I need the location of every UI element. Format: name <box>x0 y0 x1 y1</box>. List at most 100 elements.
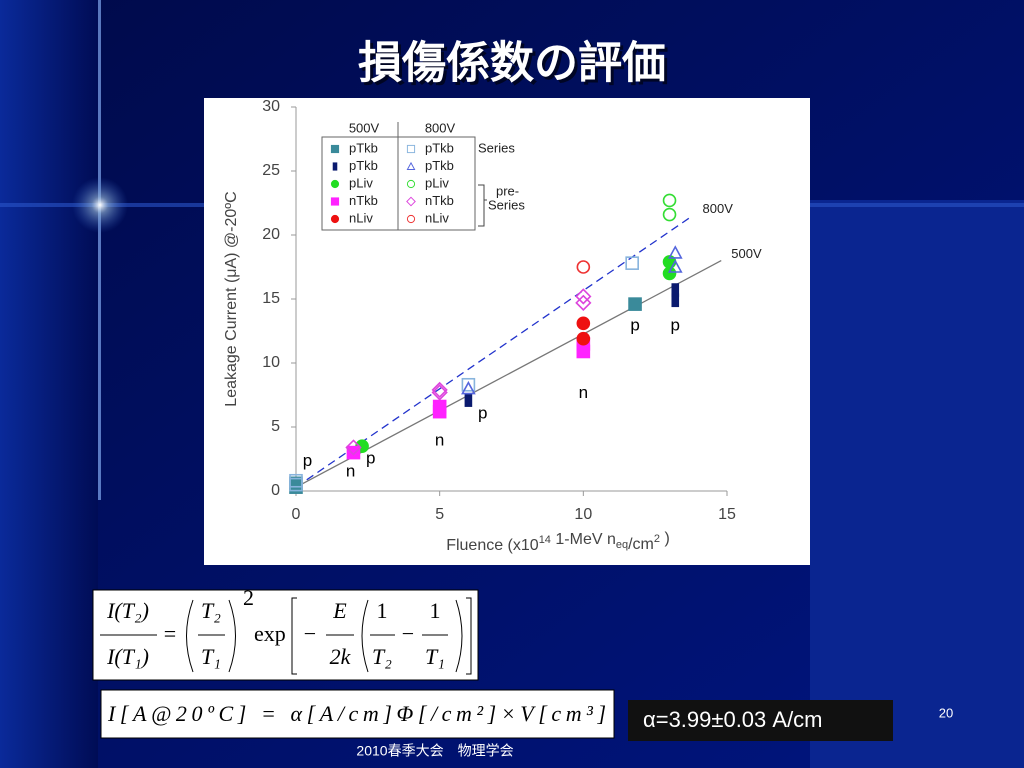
annotation: p <box>303 451 312 470</box>
marker <box>432 399 447 414</box>
formula-1: I(T₂) I(T₁) = T₂ T₁ 2 exp − E 2k 1 T₂ − … <box>92 585 479 681</box>
page-number: 20 <box>939 705 953 720</box>
annotation: p <box>478 404 487 423</box>
legend-marker <box>406 196 416 207</box>
marker <box>576 260 591 274</box>
x-axis-label-part: eq <box>616 539 628 551</box>
formula-text: I(T₁) <box>106 644 149 669</box>
parens <box>186 599 236 673</box>
marker <box>625 256 639 270</box>
legend-label: pLiv <box>425 175 449 190</box>
left-strip <box>0 0 98 768</box>
marker <box>662 266 677 281</box>
y-tick-label: 5 <box>271 418 280 435</box>
formula-box <box>100 689 615 739</box>
footer: 2010春季大会 物理学会 <box>356 743 513 759</box>
legend-label: nLiv <box>349 210 373 225</box>
legend-label: pTkb <box>425 158 454 173</box>
x-axis-label-part: Fluence (x10 <box>446 537 539 554</box>
marker <box>464 393 473 407</box>
x-axis-label-part: ) <box>660 530 670 547</box>
formula-text: exp <box>254 621 286 646</box>
legend-marker <box>406 214 416 224</box>
legend-marker <box>330 214 340 224</box>
x-tick-label: 5 <box>435 506 444 523</box>
legend-header: 800V <box>425 120 456 135</box>
legend-group-label: Series <box>488 197 525 212</box>
marker <box>667 245 683 259</box>
legend-marker <box>330 144 340 154</box>
y-tick-label: 10 <box>262 354 280 371</box>
marker <box>671 283 680 297</box>
legend-label: pTkb <box>349 158 378 173</box>
x-axis-label-part: /cm <box>628 536 654 553</box>
legend-marker <box>406 161 416 170</box>
legend-marker <box>406 179 416 189</box>
legend-label: nLiv <box>425 210 449 225</box>
legend-label: nTkb <box>425 193 454 208</box>
fit-line-label: 800V <box>703 201 734 216</box>
flare <box>72 177 128 233</box>
y-tick-label: 25 <box>262 162 280 179</box>
formula-box <box>92 589 479 681</box>
title-shadow: 損傷係数の評価 <box>361 42 669 91</box>
x-axis-label-part: 1-MeV n <box>551 531 616 548</box>
formula-text: T₂ <box>372 644 392 669</box>
annotation: n <box>346 461 355 480</box>
marker <box>431 384 448 401</box>
chart: 0 5 10 15 20 25 30 0 5 10 15 Leakage Current (μA) @… <box>223 98 762 554</box>
x-tick-label: 0 <box>292 506 301 523</box>
marker <box>431 381 448 399</box>
legend-marker <box>330 197 340 206</box>
marker <box>576 331 591 346</box>
legend-brace <box>478 184 487 227</box>
formula-text: 1 <box>430 598 441 623</box>
x-tick-label: 15 <box>718 506 736 523</box>
marker <box>461 377 476 392</box>
marker <box>346 445 361 460</box>
legend-label: pLiv <box>349 175 373 190</box>
x-axis-label-part: 14 <box>539 534 551 546</box>
slide-title: 損傷係数の評価 <box>358 39 666 88</box>
formula-text: T₂ <box>201 598 221 623</box>
formula-text: T₁ <box>425 644 445 669</box>
marker <box>575 294 592 311</box>
y-tick-label: 0 <box>271 482 280 499</box>
marker <box>289 473 303 488</box>
y-axis-label: Leakage Current (μA) @-20ºC <box>223 191 240 406</box>
x-tick-label: 10 <box>574 506 592 523</box>
fit-line-label: 500V <box>731 246 762 261</box>
alpha-value: α=3.99±0.03 A/cm <box>643 707 823 732</box>
legend-group-label: pre- <box>496 183 519 198</box>
formula-text: T₁ <box>201 644 221 669</box>
formula-text: 2 <box>243 585 254 610</box>
legend-marker <box>330 179 340 189</box>
annotation: p <box>630 315 639 334</box>
legend-label: nTkb <box>349 193 378 208</box>
right-panel <box>810 200 1024 768</box>
annotation: n <box>579 383 588 402</box>
marker <box>575 288 592 305</box>
marker <box>662 207 677 222</box>
marker <box>461 380 476 395</box>
formula-text: − <box>402 621 414 646</box>
marker <box>628 297 642 311</box>
legend-group-label: Series <box>478 140 515 155</box>
formula-text: = <box>164 621 176 646</box>
flare-vertical <box>98 0 101 500</box>
marker <box>576 316 591 331</box>
parens <box>361 599 463 673</box>
annotation: p <box>366 448 375 467</box>
legend-marker <box>406 144 416 154</box>
marker <box>662 193 677 208</box>
marker <box>667 259 683 273</box>
alpha-box <box>628 700 893 741</box>
annotation: n <box>435 431 444 450</box>
formula-text: E <box>332 598 347 623</box>
formula-text: − <box>304 621 316 646</box>
x-axis-label: Fluence (x1014 1-MeV neq/cm2 ) <box>446 530 670 554</box>
formula-2: I[A@20ºC] = α[A/cm]Φ[/cm²]×V[cm³] <box>107 701 606 726</box>
marker <box>345 439 362 456</box>
